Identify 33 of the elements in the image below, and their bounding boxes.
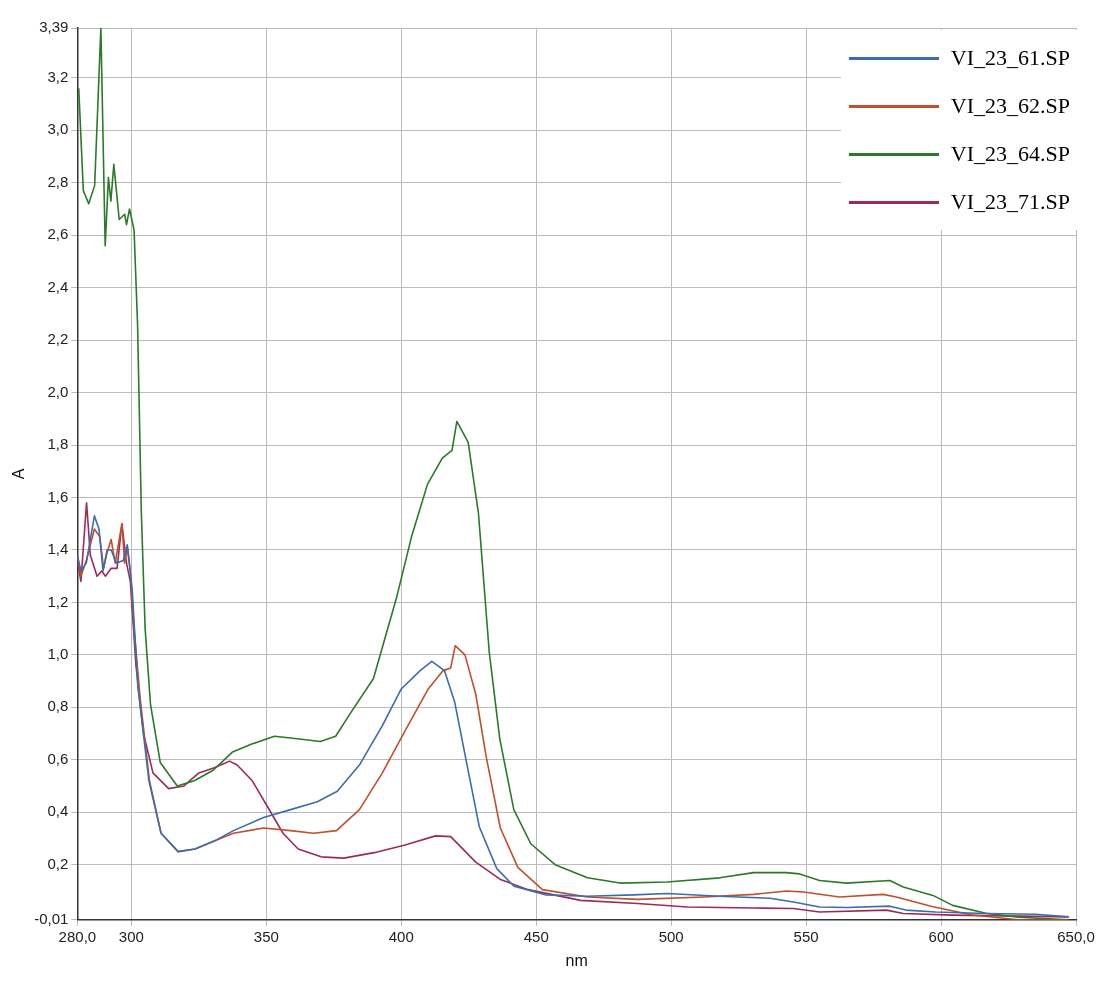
y-tick-label: 2,8	[47, 172, 69, 190]
x-tick-label: 550	[793, 927, 819, 945]
y-tick-label: 1,2	[47, 592, 69, 610]
legend-label: VI_23_64.SP	[950, 141, 1070, 167]
x-tick-label: 500	[658, 927, 684, 945]
y-tick-label: 0,2	[47, 854, 69, 872]
y-tick-label: 2,2	[47, 330, 69, 348]
x-tick-label: 350	[253, 927, 279, 945]
x-axis-title: nm	[565, 951, 588, 969]
y-tick-label: 1,8	[47, 435, 69, 453]
y-tick-label: 3,0	[47, 120, 69, 138]
y-tick-label: 0,6	[47, 749, 69, 767]
y-tick-label: -0,01	[34, 909, 69, 927]
x-tick-label: 280,0	[58, 927, 97, 945]
x-tick-label: 450	[523, 927, 549, 945]
y-tick-label: 3,2	[47, 67, 69, 85]
y-tick-label: 3,39	[39, 18, 69, 36]
y-tick-label: 1,0	[47, 645, 69, 663]
legend-label: VI_23_61.SP	[950, 45, 1070, 71]
y-tick-label: 1,4	[47, 540, 69, 558]
legend-label: VI_23_71.SP	[950, 189, 1070, 215]
x-tick-label: 600	[928, 927, 954, 945]
legend-label: VI_23_62.SP	[950, 93, 1070, 119]
x-tick-label: 650,0	[1057, 927, 1095, 945]
y-tick-label: 0,8	[47, 697, 69, 715]
y-tick-label: 2,0	[47, 382, 69, 400]
y-tick-label: 2,4	[47, 277, 69, 295]
y-tick-label: 1,6	[47, 487, 69, 505]
y-tick-label: 0,4	[47, 802, 69, 820]
y-axis-title: A	[10, 468, 28, 480]
y-tick-label: 2,6	[47, 225, 69, 243]
x-tick-label: 400	[388, 927, 414, 945]
x-tick-label: 300	[118, 927, 144, 945]
